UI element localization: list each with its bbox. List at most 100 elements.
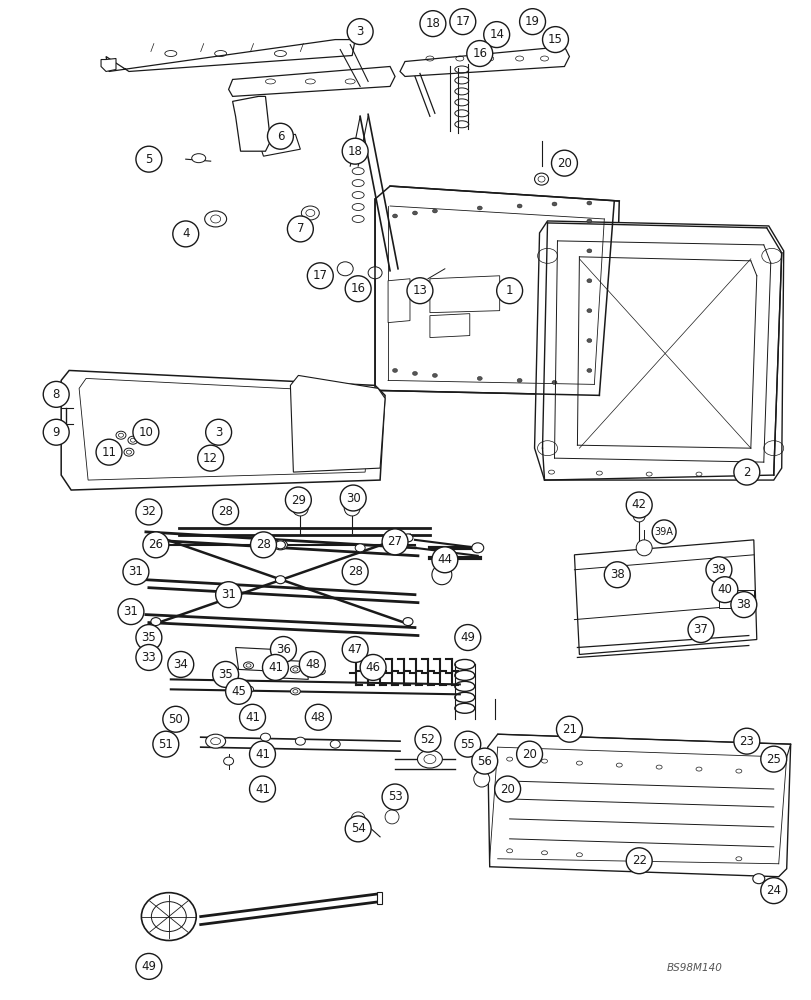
Polygon shape: [232, 96, 270, 151]
Text: 24: 24: [766, 884, 780, 897]
Circle shape: [760, 746, 786, 772]
Circle shape: [118, 599, 144, 625]
Circle shape: [135, 645, 161, 670]
Circle shape: [603, 562, 629, 588]
Text: 20: 20: [556, 157, 571, 170]
Ellipse shape: [432, 373, 437, 377]
Polygon shape: [573, 540, 756, 654]
Text: 39A: 39A: [654, 527, 672, 537]
Circle shape: [360, 654, 385, 680]
Circle shape: [133, 419, 159, 445]
Ellipse shape: [586, 339, 591, 343]
Text: 6: 6: [277, 130, 284, 143]
Circle shape: [687, 617, 713, 643]
Circle shape: [251, 532, 276, 558]
Text: 50: 50: [168, 713, 183, 726]
Text: 11: 11: [101, 446, 116, 459]
Text: 39: 39: [710, 563, 726, 576]
Ellipse shape: [586, 309, 591, 313]
Circle shape: [449, 9, 475, 35]
Polygon shape: [400, 47, 569, 76]
Text: 16: 16: [350, 282, 365, 295]
Circle shape: [496, 278, 522, 304]
Text: 12: 12: [203, 452, 218, 465]
Text: 48: 48: [311, 711, 325, 724]
Polygon shape: [106, 40, 354, 71]
Text: 26: 26: [148, 538, 163, 551]
Ellipse shape: [315, 668, 325, 675]
Circle shape: [285, 487, 311, 513]
Circle shape: [135, 953, 161, 979]
Circle shape: [225, 678, 251, 704]
Text: 3: 3: [356, 25, 363, 38]
Ellipse shape: [586, 279, 591, 283]
Circle shape: [636, 540, 651, 556]
Ellipse shape: [551, 202, 556, 206]
Circle shape: [173, 221, 199, 247]
FancyBboxPatch shape: [718, 590, 753, 608]
Circle shape: [382, 529, 407, 555]
Circle shape: [625, 492, 651, 518]
Text: 56: 56: [477, 755, 491, 768]
Ellipse shape: [191, 154, 205, 163]
Ellipse shape: [290, 688, 300, 695]
Text: 13: 13: [412, 284, 427, 297]
Text: 38: 38: [609, 568, 624, 581]
Ellipse shape: [551, 380, 556, 384]
Circle shape: [733, 728, 759, 754]
Text: 1: 1: [505, 284, 513, 297]
Text: 17: 17: [455, 15, 470, 28]
Ellipse shape: [275, 541, 285, 549]
Circle shape: [651, 520, 676, 544]
Polygon shape: [429, 276, 499, 313]
Circle shape: [287, 216, 313, 242]
Circle shape: [625, 848, 651, 874]
Text: 28: 28: [347, 565, 363, 578]
Text: 14: 14: [488, 28, 504, 41]
Text: 52: 52: [420, 733, 435, 746]
Text: 48: 48: [304, 658, 320, 671]
Text: 28: 28: [255, 538, 271, 551]
Text: 16: 16: [472, 47, 487, 60]
Text: 34: 34: [173, 658, 188, 671]
Circle shape: [341, 637, 367, 662]
Text: 18: 18: [347, 145, 363, 158]
Polygon shape: [258, 134, 300, 156]
Ellipse shape: [330, 740, 340, 748]
Text: 53: 53: [387, 790, 402, 803]
Text: 23: 23: [739, 735, 753, 748]
Text: 51: 51: [158, 738, 173, 751]
Ellipse shape: [392, 368, 397, 372]
Ellipse shape: [275, 576, 285, 584]
Circle shape: [96, 439, 122, 465]
Polygon shape: [61, 370, 384, 490]
Circle shape: [340, 485, 366, 511]
Circle shape: [431, 565, 451, 585]
Circle shape: [471, 748, 497, 774]
Text: 17: 17: [312, 269, 328, 282]
Circle shape: [43, 419, 69, 445]
Text: 55: 55: [460, 738, 474, 751]
Text: 30: 30: [345, 492, 360, 505]
Ellipse shape: [128, 436, 138, 444]
Ellipse shape: [392, 214, 397, 218]
Polygon shape: [101, 59, 116, 71]
Circle shape: [350, 812, 365, 826]
Text: 25: 25: [766, 753, 780, 766]
Polygon shape: [388, 279, 410, 323]
Circle shape: [135, 499, 161, 525]
Polygon shape: [375, 186, 619, 395]
Text: 20: 20: [500, 783, 514, 796]
Polygon shape: [534, 221, 783, 480]
Ellipse shape: [205, 734, 225, 748]
Text: 20: 20: [521, 748, 536, 761]
Circle shape: [519, 9, 545, 35]
Circle shape: [341, 138, 367, 164]
Ellipse shape: [116, 431, 126, 439]
Text: 31: 31: [123, 605, 138, 618]
Text: 3: 3: [215, 426, 222, 439]
Circle shape: [341, 559, 367, 585]
Circle shape: [163, 706, 188, 732]
Circle shape: [454, 731, 480, 757]
Circle shape: [270, 637, 296, 662]
